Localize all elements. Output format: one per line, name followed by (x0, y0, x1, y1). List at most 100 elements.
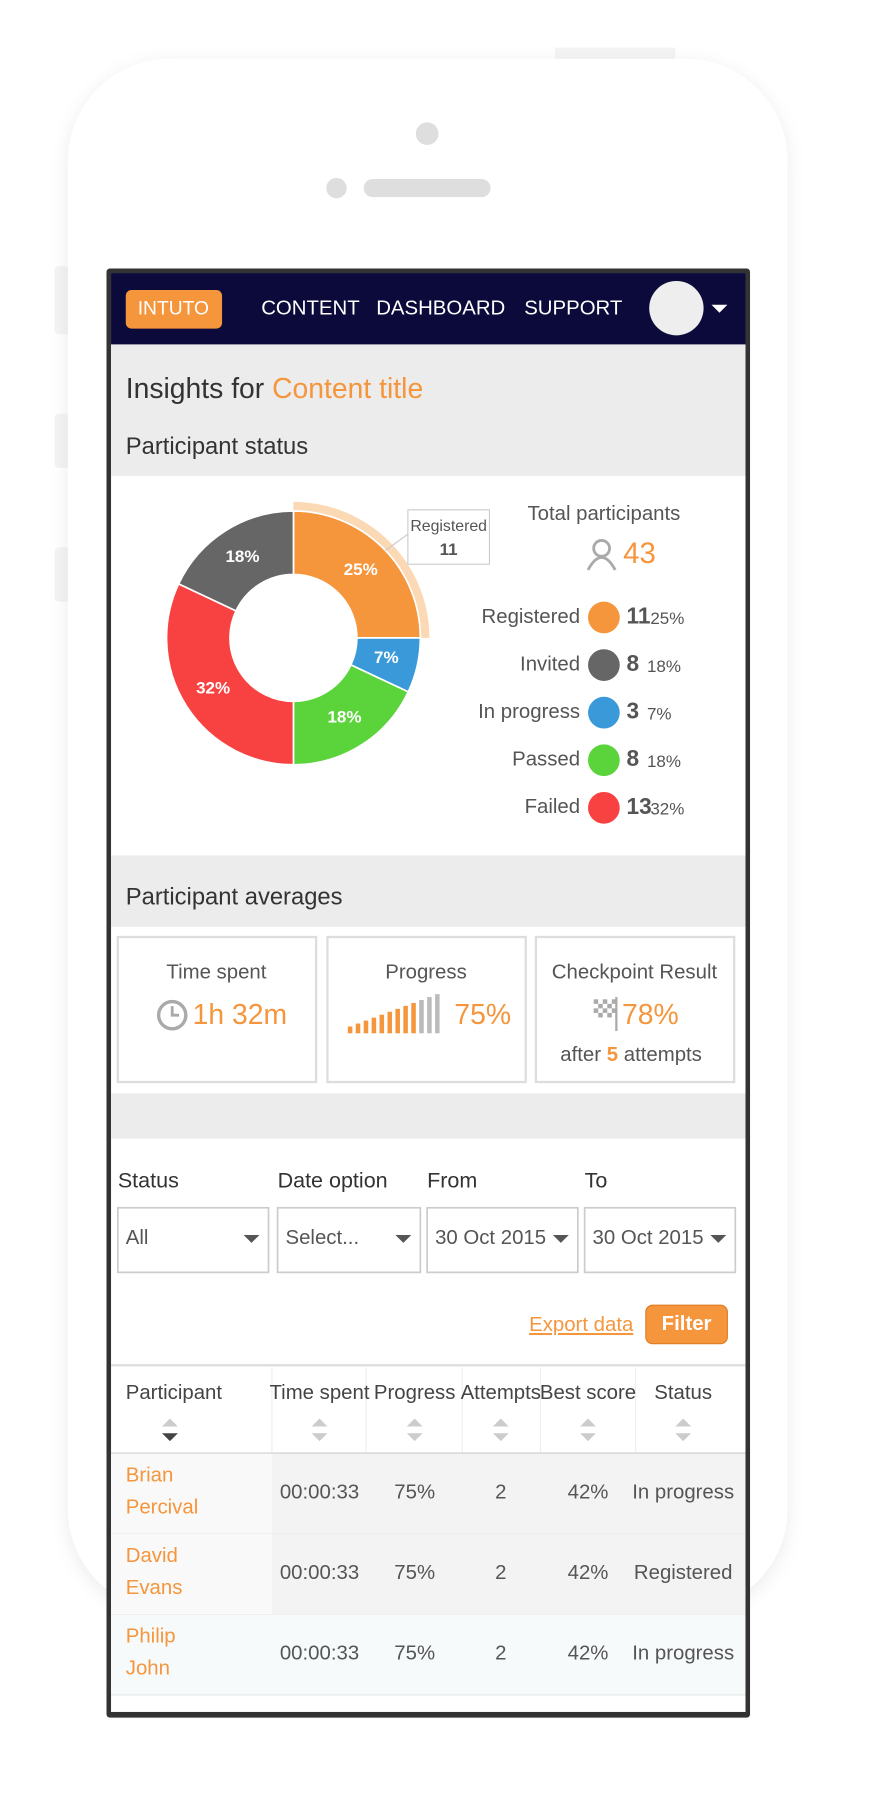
filter-value[interactable]: Select... (286, 1227, 360, 1249)
signal-bar (355, 1023, 361, 1034)
card-value: 78% (622, 999, 679, 1031)
signal-bar (419, 999, 424, 1034)
participant-name[interactable]: Brian (126, 1465, 174, 1487)
attempts-line: after 5 attempts (560, 1044, 702, 1066)
participant-name[interactable]: John (126, 1657, 170, 1679)
filter-value[interactable]: All (126, 1227, 149, 1249)
sort-down[interactable] (580, 1433, 596, 1442)
flag-check (602, 999, 608, 1004)
donut-segment[interactable] (292, 510, 422, 639)
attempts-count: 5 (607, 1044, 618, 1066)
filter-button-label[interactable]: Filter (662, 1313, 712, 1335)
filter-select[interactable] (116, 1206, 270, 1274)
legend-label: Failed (525, 796, 581, 818)
table-cell: 00:00:33 (280, 1643, 359, 1665)
flag-check (602, 1008, 608, 1013)
name-cell (111, 1534, 272, 1615)
column-header[interactable]: Time spent (269, 1382, 369, 1404)
card-value: 75% (454, 999, 511, 1031)
average-card (326, 935, 527, 1084)
signal-bar (379, 1014, 385, 1034)
table-cell: In progress (632, 1643, 734, 1665)
title-prefix: Insights for (126, 373, 264, 405)
column-header[interactable]: Best score (540, 1382, 636, 1404)
signal-bar (403, 1005, 408, 1034)
sort-down[interactable] (311, 1433, 328, 1442)
page-title: Insights for Content title (126, 373, 423, 405)
sort-down[interactable] (406, 1433, 423, 1442)
avatar[interactable] (649, 280, 704, 336)
column-header[interactable]: Attempts (461, 1382, 541, 1404)
participant-name[interactable]: Percival (126, 1496, 198, 1518)
filter-select[interactable] (583, 1206, 737, 1274)
nav-link[interactable]: CONTENT (261, 298, 359, 320)
export-link[interactable]: Export data (529, 1314, 634, 1336)
filter-select[interactable] (276, 1206, 422, 1274)
filter-value[interactable]: 30 Oct 2015 (435, 1227, 546, 1249)
participant-name[interactable]: David (126, 1545, 178, 1567)
segment-label: 18% (225, 547, 259, 566)
segment-label: 7% (374, 648, 399, 667)
legend-percent: 18% (647, 752, 681, 771)
filter-label: Date option (278, 1168, 388, 1192)
sort-down[interactable] (162, 1433, 178, 1442)
donut-segment[interactable] (177, 510, 295, 613)
filter-button[interactable] (645, 1304, 728, 1345)
sort-up[interactable] (580, 1418, 596, 1427)
segment-highlight (293, 501, 430, 638)
sort-up[interactable] (675, 1418, 692, 1427)
section-title: Participant averages (126, 884, 343, 911)
participant-name[interactable]: Evans (126, 1577, 183, 1599)
card-title: Checkpoint Result (552, 962, 718, 984)
table-cell: 75% (394, 1482, 435, 1504)
legend-dot (588, 601, 620, 634)
sort-up[interactable] (311, 1418, 328, 1427)
table-cell: 2 (495, 1643, 506, 1665)
average-card (534, 935, 736, 1084)
legend-count: 8 (627, 745, 640, 771)
legend-percent: 25% (650, 609, 684, 628)
segment-label: 32% (196, 678, 230, 697)
logo-badge[interactable] (125, 290, 223, 329)
donut-segment[interactable] (165, 582, 295, 766)
sort-down[interactable] (492, 1433, 509, 1442)
legend-count: 3 (627, 698, 640, 724)
legend-dot (588, 696, 620, 729)
sort-down[interactable] (675, 1433, 692, 1442)
flag-check (598, 1003, 603, 1009)
nav-link[interactable]: DASHBOARD (376, 298, 505, 320)
table-cell: 75% (394, 1562, 435, 1584)
select-caret (710, 1234, 727, 1243)
participant-name[interactable]: Philip (126, 1626, 176, 1648)
column-header[interactable]: Status (654, 1382, 712, 1404)
legend-dot (588, 791, 620, 824)
name-cell (111, 1614, 272, 1695)
legend-count: 11 (627, 602, 651, 628)
sort-up[interactable] (162, 1418, 178, 1427)
avatar-caret[interactable] (711, 304, 728, 313)
average-card (116, 935, 318, 1084)
select-caret (243, 1234, 260, 1243)
column-header[interactable]: Participant (126, 1382, 223, 1404)
nav-link[interactable]: SUPPORT (524, 298, 622, 320)
legend-label: Registered (482, 606, 581, 628)
filter-value[interactable]: 30 Oct 2015 (593, 1227, 704, 1249)
column-header[interactable]: Progress (374, 1382, 456, 1404)
filter-label: To (585, 1168, 608, 1192)
signal-bar (427, 997, 432, 1034)
table-cell: 42% (568, 1643, 609, 1665)
sort-up[interactable] (492, 1418, 509, 1427)
sort-up[interactable] (406, 1418, 423, 1427)
card-title: Progress (385, 962, 467, 984)
legend-percent: 7% (647, 704, 672, 723)
flag-check (607, 1012, 612, 1018)
logo[interactable]: INTUTO (138, 298, 209, 319)
donut-segment[interactable] (292, 663, 410, 766)
signal-bar (395, 1008, 400, 1034)
legend-label: Passed (512, 749, 580, 771)
flag-check (593, 999, 599, 1004)
signal-bar (347, 1026, 353, 1034)
filter-select[interactable] (426, 1206, 579, 1274)
select-caret (395, 1234, 412, 1243)
